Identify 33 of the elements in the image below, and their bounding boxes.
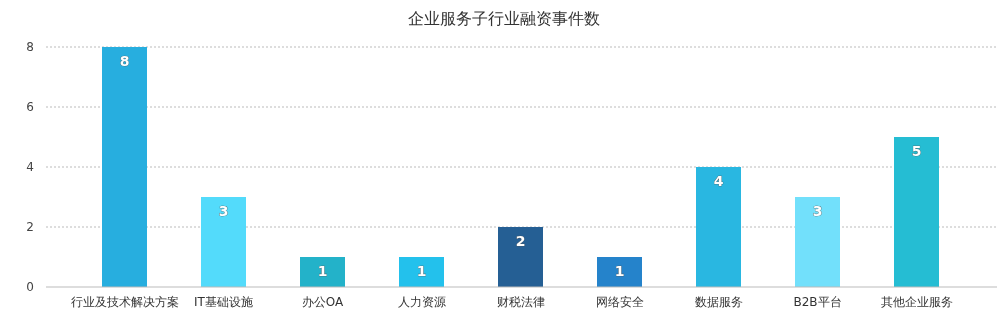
data-label: 5 xyxy=(911,143,922,159)
bar xyxy=(201,197,246,287)
data-label: 1 xyxy=(614,263,625,279)
x-tick-label: B2B平台 xyxy=(793,295,842,309)
bar xyxy=(399,257,444,287)
chart-title: 企业服务子行业融资事件数 xyxy=(408,9,600,28)
y-tick-label: 6 xyxy=(26,100,34,114)
x-tick-label: 人力资源 xyxy=(397,295,446,309)
data-label: 3 xyxy=(812,203,823,219)
x-tick-label: 行业及技术解决方案 xyxy=(70,295,179,309)
y-tick-label: 4 xyxy=(26,160,34,174)
x-tick-label: 数据服务 xyxy=(694,295,743,309)
bar xyxy=(102,47,147,287)
bar xyxy=(696,167,741,287)
data-label: 4 xyxy=(713,173,724,189)
x-tick-label: IT基础设施 xyxy=(194,295,253,309)
data-label: 1 xyxy=(416,263,427,279)
bar xyxy=(300,257,345,287)
data-label: 1 xyxy=(317,263,328,279)
y-tick-label: 0 xyxy=(26,280,34,294)
data-label: 3 xyxy=(218,203,229,219)
x-tick-label: 其他企业服务 xyxy=(880,295,953,309)
x-tick-label: 网络安全 xyxy=(595,295,644,309)
bar xyxy=(597,257,642,287)
bar xyxy=(498,227,543,287)
bar xyxy=(795,197,840,287)
bar xyxy=(894,137,939,287)
x-tick-label: 办公OA xyxy=(301,295,345,309)
y-tick-label: 8 xyxy=(26,40,34,54)
data-label: 2 xyxy=(515,233,526,249)
data-label: 8 xyxy=(119,53,130,69)
x-tick-label: 财税法律 xyxy=(496,295,545,309)
y-tick-label: 2 xyxy=(26,220,34,234)
